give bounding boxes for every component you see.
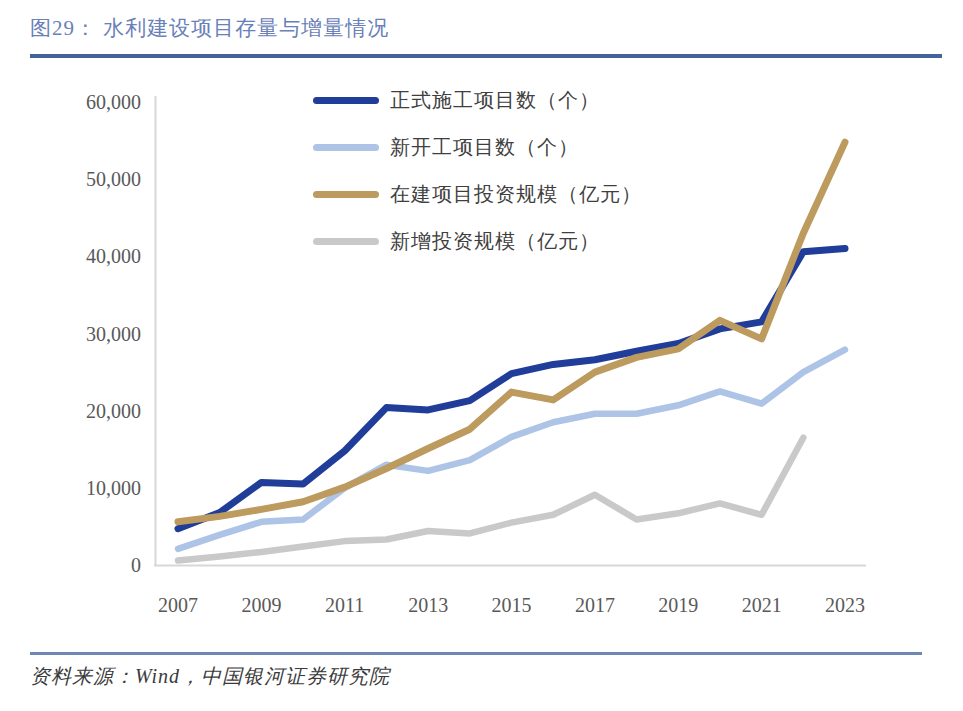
legend-label: 在建项目投资规模（亿元）	[390, 181, 642, 208]
figure-container: 图29： 水利建设项目存量与增量情况 0 10,000 20,000 30,000 40…	[0, 0, 963, 711]
y-tick-label: 10,000	[86, 477, 141, 499]
legend-item: 在建项目投资规模（亿元）	[313, 171, 642, 218]
series-line-新开工项目数（个）	[178, 350, 845, 549]
source-divider	[30, 652, 922, 655]
legend-swatch-line	[313, 191, 379, 198]
y-tick-label: 50,000	[86, 168, 141, 190]
x-tick-label: 2011	[325, 594, 364, 616]
legend-item: 新开工项目数（个）	[313, 124, 642, 171]
legend-label: 正式施工项目数（个）	[390, 87, 600, 114]
x-tick-label: 2019	[658, 594, 698, 616]
source-note: 资料来源：Wind，中国银河证券研究院	[30, 663, 390, 690]
legend-item: 新增投资规模（亿元）	[313, 218, 642, 265]
series-line-新增投资规模（亿元）	[178, 438, 803, 561]
legend-item: 正式施工项目数（个）	[313, 77, 642, 124]
y-tick-label: 20,000	[86, 400, 141, 422]
legend-label: 新开工项目数（个）	[390, 134, 579, 161]
legend-swatch-line	[313, 97, 379, 104]
series-line-正式施工项目数（个）	[178, 249, 845, 529]
x-tick-label: 2013	[408, 594, 448, 616]
x-tick-label: 2023	[825, 594, 865, 616]
x-tick-label: 2021	[742, 594, 782, 616]
y-tick-label: 30,000	[86, 323, 141, 345]
legend-swatch-line	[313, 238, 379, 245]
x-tick-label: 2015	[492, 594, 532, 616]
title-divider	[30, 54, 942, 58]
legend-swatch-line	[313, 144, 379, 151]
chart-legend: 正式施工项目数（个） 新开工项目数（个） 在建项目投资规模（亿元） 新增投资规模…	[313, 77, 642, 265]
x-tick-label: 2007	[158, 594, 198, 616]
y-tick-label: 40,000	[86, 245, 141, 267]
x-tick-label: 2017	[575, 594, 615, 616]
y-tick-label: 60,000	[86, 91, 141, 113]
x-tick-label: 2009	[241, 594, 281, 616]
legend-label: 新增投资规模（亿元）	[390, 228, 600, 255]
y-tick-label: 0	[131, 554, 141, 576]
figure-title: 图29： 水利建设项目存量与增量情况	[30, 14, 389, 42]
